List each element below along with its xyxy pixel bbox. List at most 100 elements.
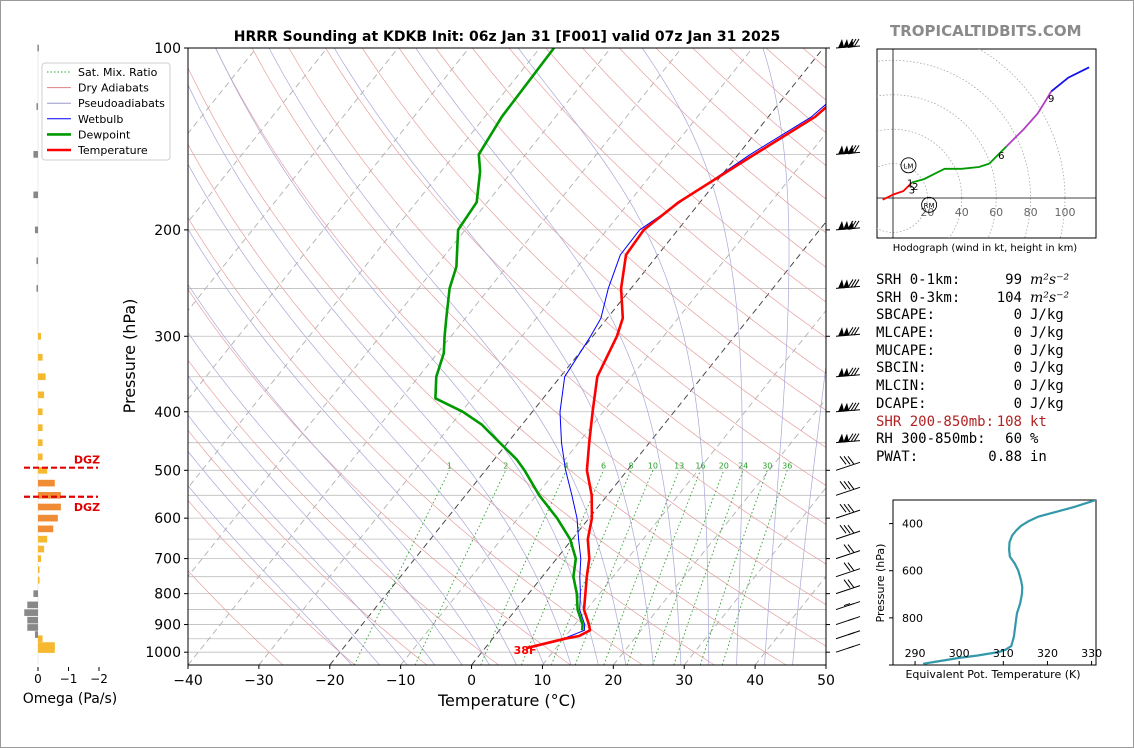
wind-barb: [835, 481, 861, 496]
dry-adiabat: [188, 429, 428, 665]
omega-bar: [33, 151, 38, 158]
legend-label: Wetbulb: [78, 113, 123, 126]
y-tick-label: 700: [154, 552, 181, 568]
dry-adiabat: [188, 288, 571, 665]
pseudoadiabat: [415, 48, 682, 665]
index-row: SBCIN: 0 J/kg: [876, 360, 1116, 378]
barb-feather: [847, 632, 855, 636]
barb-feather: [847, 562, 855, 572]
isotherm-line: [188, 48, 682, 665]
isotherm-line: [258, 48, 753, 665]
index-unit: in: [1030, 448, 1047, 465]
omega-bar: [37, 44, 39, 52]
index-unit: J/kg: [1030, 307, 1064, 324]
dry-adiabat: [188, 570, 284, 665]
isotherm-line: [612, 398, 826, 665]
omega-bar: [38, 642, 55, 649]
pseudoadiabat: [188, 414, 408, 665]
mixing-ratio-label: 6: [601, 461, 606, 470]
legend-label: Dry Adiabats: [78, 82, 149, 95]
barb-feather: [843, 562, 851, 572]
omega-bar: [33, 191, 38, 199]
barb-feather: [843, 544, 851, 553]
index-value: 0: [1013, 307, 1022, 324]
index-label: RH 300-850mb:: [876, 431, 986, 448]
mixing-ratio-line: [721, 470, 788, 665]
hodograph-ring-label: 60: [989, 206, 1003, 219]
omega-bar: [38, 576, 40, 584]
dry-adiabat: [251, 48, 826, 606]
barb-staff: [835, 568, 861, 578]
index-value: 0.88: [988, 448, 1022, 465]
barb-feather: [847, 579, 855, 588]
index-label: MUCAPE:: [876, 342, 936, 359]
x-tick-label: −40: [173, 673, 203, 689]
barb-flag: [838, 402, 844, 412]
legend-label: Temperature: [77, 144, 148, 157]
pseudoadiabat: [792, 362, 826, 665]
index-label: SBCIN:: [876, 360, 927, 377]
omega-bar: [34, 631, 38, 638]
barb-feather: [853, 220, 860, 230]
wind-barb: [835, 220, 861, 231]
index-unit: m²s⁻²: [1030, 272, 1070, 288]
barb-feather: [853, 367, 860, 376]
brand-watermark: TROPICALTIDBITS.COM: [890, 22, 1082, 40]
barb-feather: [847, 456, 855, 465]
barb-flag: [838, 433, 844, 443]
indices-panel: SRH 0-1km: 99 m²s⁻² SRH 0-3km: 104 m²s⁻² SBCAP…: [876, 272, 1116, 467]
omega-bar: [34, 226, 38, 234]
theta-e-y-axis-label: Pressure (hPa): [874, 544, 887, 623]
legend-label: Pseudoadiabats: [78, 97, 165, 110]
barb-feather: [850, 220, 857, 230]
barb-feather: [850, 367, 857, 376]
index-label: DCAPE:: [876, 395, 927, 412]
index-value: 0: [1013, 378, 1022, 395]
mixing-ratio-label: 30: [762, 461, 772, 470]
omega-bar: [38, 453, 43, 461]
y-tick-label: 100: [154, 41, 181, 57]
barb-flag: [843, 145, 849, 155]
y-tick-label: 900: [154, 618, 181, 634]
x-tick-label: 30: [675, 673, 693, 689]
mixing-ratio-label: 24: [738, 461, 748, 470]
hodograph-trace: [1005, 90, 1052, 148]
pseudoadiabat: [188, 450, 380, 665]
mixing-ratio-label: 2: [503, 461, 508, 470]
barb-feather: [843, 603, 851, 607]
barb-staff: [835, 486, 861, 496]
barb-flag: [848, 220, 854, 230]
index-row: MUCAPE: 0 J/kg: [876, 343, 1116, 361]
isotherm-line: [188, 48, 612, 578]
pseudoadiabat: [188, 84, 572, 665]
wind-barb: [835, 524, 861, 540]
hodograph-trace: [911, 162, 990, 184]
barb-staff: [835, 509, 861, 519]
wind-barb: [835, 643, 861, 653]
surface-temp-label: 38F: [514, 644, 537, 657]
theta-e-x-tick-label: 330: [1081, 647, 1102, 660]
omega-bar: [27, 624, 38, 631]
index-row: SRH 0-1km: 99 m²s⁻²: [876, 272, 1116, 290]
barb-flag: [843, 402, 849, 412]
x-tick-label: 10: [534, 673, 552, 689]
hodograph-height-label: 3: [909, 185, 915, 196]
mixing-ratio-line: [652, 470, 725, 665]
dgz-label: DGZ: [74, 454, 100, 467]
pseudoadiabat: [188, 228, 517, 665]
omega-bar: [38, 514, 58, 522]
barb-feather: [850, 327, 857, 336]
dry-adiabat: [435, 48, 826, 411]
wind-barbs: [825, 38, 861, 665]
index-unit: J/kg: [1030, 395, 1064, 412]
storm-motion-label: LM: [904, 162, 914, 170]
y-tick-label: 300: [154, 329, 181, 345]
dgz-label: DGZ: [74, 501, 100, 514]
omega-bar: [27, 601, 38, 609]
barb-feather: [847, 433, 854, 442]
barb-staff: [835, 585, 861, 595]
index-row: MLCAPE: 0 J/kg: [876, 325, 1116, 343]
barb-feather: [847, 481, 855, 490]
